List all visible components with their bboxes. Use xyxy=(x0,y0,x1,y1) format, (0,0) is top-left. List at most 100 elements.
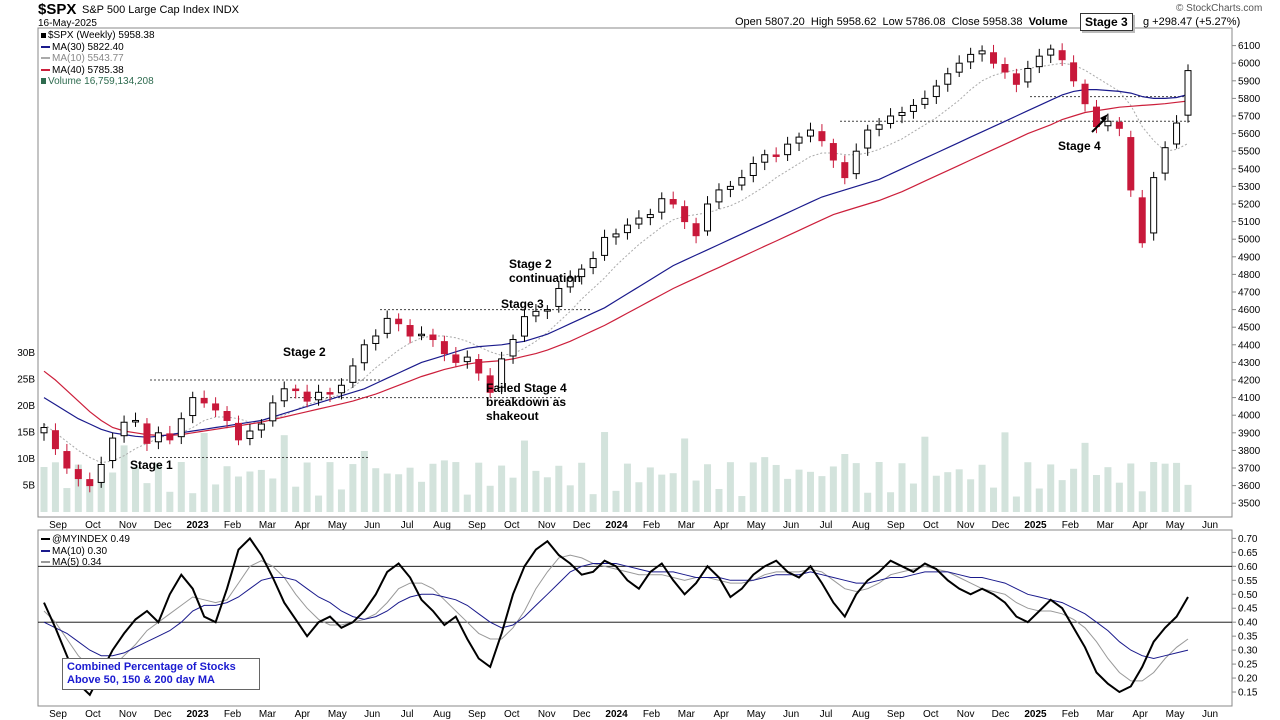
x-axis-label: Jul xyxy=(820,709,833,720)
candle-body xyxy=(829,143,837,161)
candle-body xyxy=(555,287,563,307)
volume-bar xyxy=(806,471,814,512)
x-axis-label: Dec xyxy=(154,709,172,720)
indicator-tick-label: 0.50 xyxy=(1238,590,1258,601)
indicator-tick-label: 0.45 xyxy=(1238,604,1258,615)
volume-bar xyxy=(726,462,734,512)
close-label: Close xyxy=(951,16,980,28)
legend-item-volume: Volume 16,759,134,208 xyxy=(41,76,155,88)
volume-bar xyxy=(86,479,94,512)
indicator-tick-label: 0.65 xyxy=(1238,548,1258,559)
stage1-annotation: Stage 1 xyxy=(130,458,173,472)
x-axis-label: Dec xyxy=(573,709,591,720)
x-axis-label: Oct xyxy=(504,709,520,720)
candle-body xyxy=(532,310,540,317)
candle-body xyxy=(429,334,437,341)
candle-body xyxy=(223,411,231,421)
price-tick-label: 5900 xyxy=(1238,76,1261,87)
candle-body xyxy=(658,198,666,213)
candle-body xyxy=(1058,50,1066,61)
candle-body xyxy=(440,341,448,355)
legend-item-ma30: MA(30) 5822.40 xyxy=(41,42,155,54)
x-axis-label: Apr xyxy=(295,520,311,531)
volume-bar xyxy=(784,478,792,512)
failed-stage4-annotation: Failed Stage 4 breakdown as shakeout xyxy=(486,381,567,423)
x-axis-label: Feb xyxy=(1062,709,1080,720)
legend-item-ma40: MA(40) 5785.38 xyxy=(41,65,155,77)
volume-bar xyxy=(200,432,208,512)
price-panel-frame xyxy=(37,27,1233,518)
candle-body xyxy=(132,419,140,423)
indicator-tick-label: 0.20 xyxy=(1238,674,1258,685)
x-axis-label: 2024 xyxy=(605,520,628,531)
volume-bar xyxy=(852,463,860,512)
candle-body xyxy=(818,131,826,142)
volume-bar xyxy=(109,472,117,512)
stage4-arrowhead xyxy=(1100,114,1108,122)
candle-body xyxy=(463,356,471,363)
volume-bar xyxy=(1035,488,1043,512)
indicator-series-line xyxy=(43,554,1189,682)
x-axis-label: 2023 xyxy=(187,520,210,531)
price-tick-label: 6000 xyxy=(1238,59,1261,70)
candle-body xyxy=(806,129,814,137)
x-axis-label: Mar xyxy=(678,709,696,720)
volume-bar xyxy=(40,467,48,512)
candle-body xyxy=(269,402,277,422)
candle-body xyxy=(681,206,689,223)
candle-body xyxy=(875,124,883,130)
x-axis-label: Jun xyxy=(1202,709,1218,720)
candle-body xyxy=(326,392,334,395)
candle-body xyxy=(646,214,654,219)
volume-bar xyxy=(1115,482,1123,512)
price-tick-label: 3900 xyxy=(1238,428,1261,439)
volume-bar xyxy=(704,464,712,512)
candle-body xyxy=(898,111,906,116)
candle-body xyxy=(212,403,220,411)
candle-body xyxy=(303,391,311,402)
candle-body xyxy=(509,339,517,357)
volume-bar xyxy=(818,476,826,512)
x-axis-label: Mar xyxy=(259,520,277,531)
volume-bar xyxy=(234,476,242,512)
volume-bar xyxy=(1001,432,1009,512)
candle-body xyxy=(1035,55,1043,68)
x-axis-label: Sep xyxy=(49,709,67,720)
x-axis-label: Nov xyxy=(119,520,137,531)
volume-bar xyxy=(498,465,506,512)
volume-bar xyxy=(1150,462,1158,512)
x-axis-label: Nov xyxy=(538,709,556,720)
volume-bar xyxy=(189,493,197,512)
volume-bar xyxy=(887,492,895,512)
volume-bar xyxy=(429,463,437,512)
price-tick-label: 5000 xyxy=(1238,235,1261,246)
candle-body xyxy=(1081,83,1089,105)
candle-body xyxy=(932,85,940,98)
volume-bar xyxy=(63,488,71,512)
x-axis-label: Jun xyxy=(783,709,799,720)
candle-body xyxy=(520,316,528,337)
open-label: Open xyxy=(735,16,762,28)
candle-body xyxy=(143,423,151,444)
candle-body xyxy=(74,469,82,480)
x-axis-label: Dec xyxy=(992,709,1010,720)
x-axis-label: Aug xyxy=(433,520,451,531)
price-tick-label: 3500 xyxy=(1238,499,1261,510)
volume-bar xyxy=(669,473,677,512)
candle-body xyxy=(452,354,460,363)
volume-bar xyxy=(486,485,494,512)
x-axis-label: Oct xyxy=(923,709,939,720)
candle-body xyxy=(955,62,963,73)
x-axis-label: Apr xyxy=(1132,709,1148,720)
candle-body xyxy=(1092,106,1100,128)
x-axis-label: Jul xyxy=(401,520,414,531)
candle-body xyxy=(120,421,128,437)
candle-body xyxy=(623,224,631,234)
volume-bar xyxy=(315,495,323,512)
exchange-label: INDX xyxy=(212,4,239,16)
candle-body xyxy=(589,258,597,269)
x-axis-label: May xyxy=(747,520,766,531)
candle-body xyxy=(738,177,746,186)
price-tick-label: 4600 xyxy=(1238,305,1261,316)
